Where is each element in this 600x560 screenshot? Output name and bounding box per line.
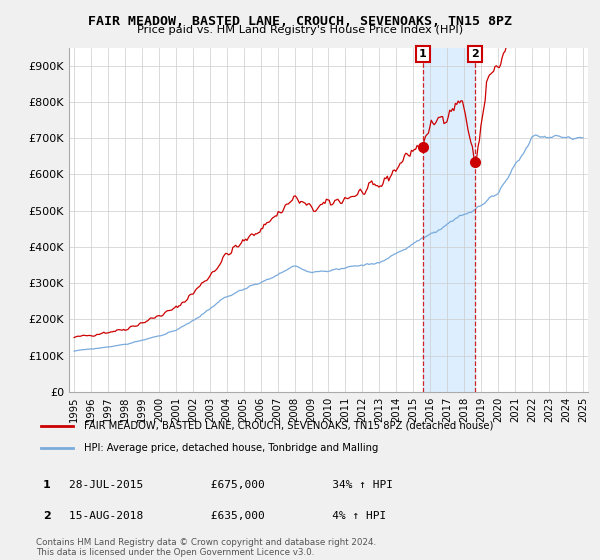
Text: 1: 1 — [419, 49, 427, 59]
Text: Price paid vs. HM Land Registry's House Price Index (HPI): Price paid vs. HM Land Registry's House … — [137, 25, 463, 35]
Text: HPI: Average price, detached house, Tonbridge and Malling: HPI: Average price, detached house, Tonb… — [83, 443, 378, 453]
Bar — [423, 48, 475, 392]
Text: 2: 2 — [43, 511, 50, 521]
Text: FAIR MEADOW, BASTED LANE, CROUCH, SEVENOAKS, TN15 8PZ: FAIR MEADOW, BASTED LANE, CROUCH, SEVENO… — [88, 15, 512, 27]
Text: 15-AUG-2018          £635,000          4% ↑ HPI: 15-AUG-2018 £635,000 4% ↑ HPI — [69, 511, 386, 521]
Text: FAIR MEADOW, BASTED LANE, CROUCH, SEVENOAKS, TN15 8PZ (detached house): FAIR MEADOW, BASTED LANE, CROUCH, SEVENO… — [83, 421, 493, 431]
Text: 2: 2 — [471, 49, 479, 59]
Text: 1: 1 — [43, 480, 50, 490]
Text: Contains HM Land Registry data © Crown copyright and database right 2024.
This d: Contains HM Land Registry data © Crown c… — [36, 538, 376, 557]
Text: 28-JUL-2015          £675,000          34% ↑ HPI: 28-JUL-2015 £675,000 34% ↑ HPI — [69, 480, 393, 490]
